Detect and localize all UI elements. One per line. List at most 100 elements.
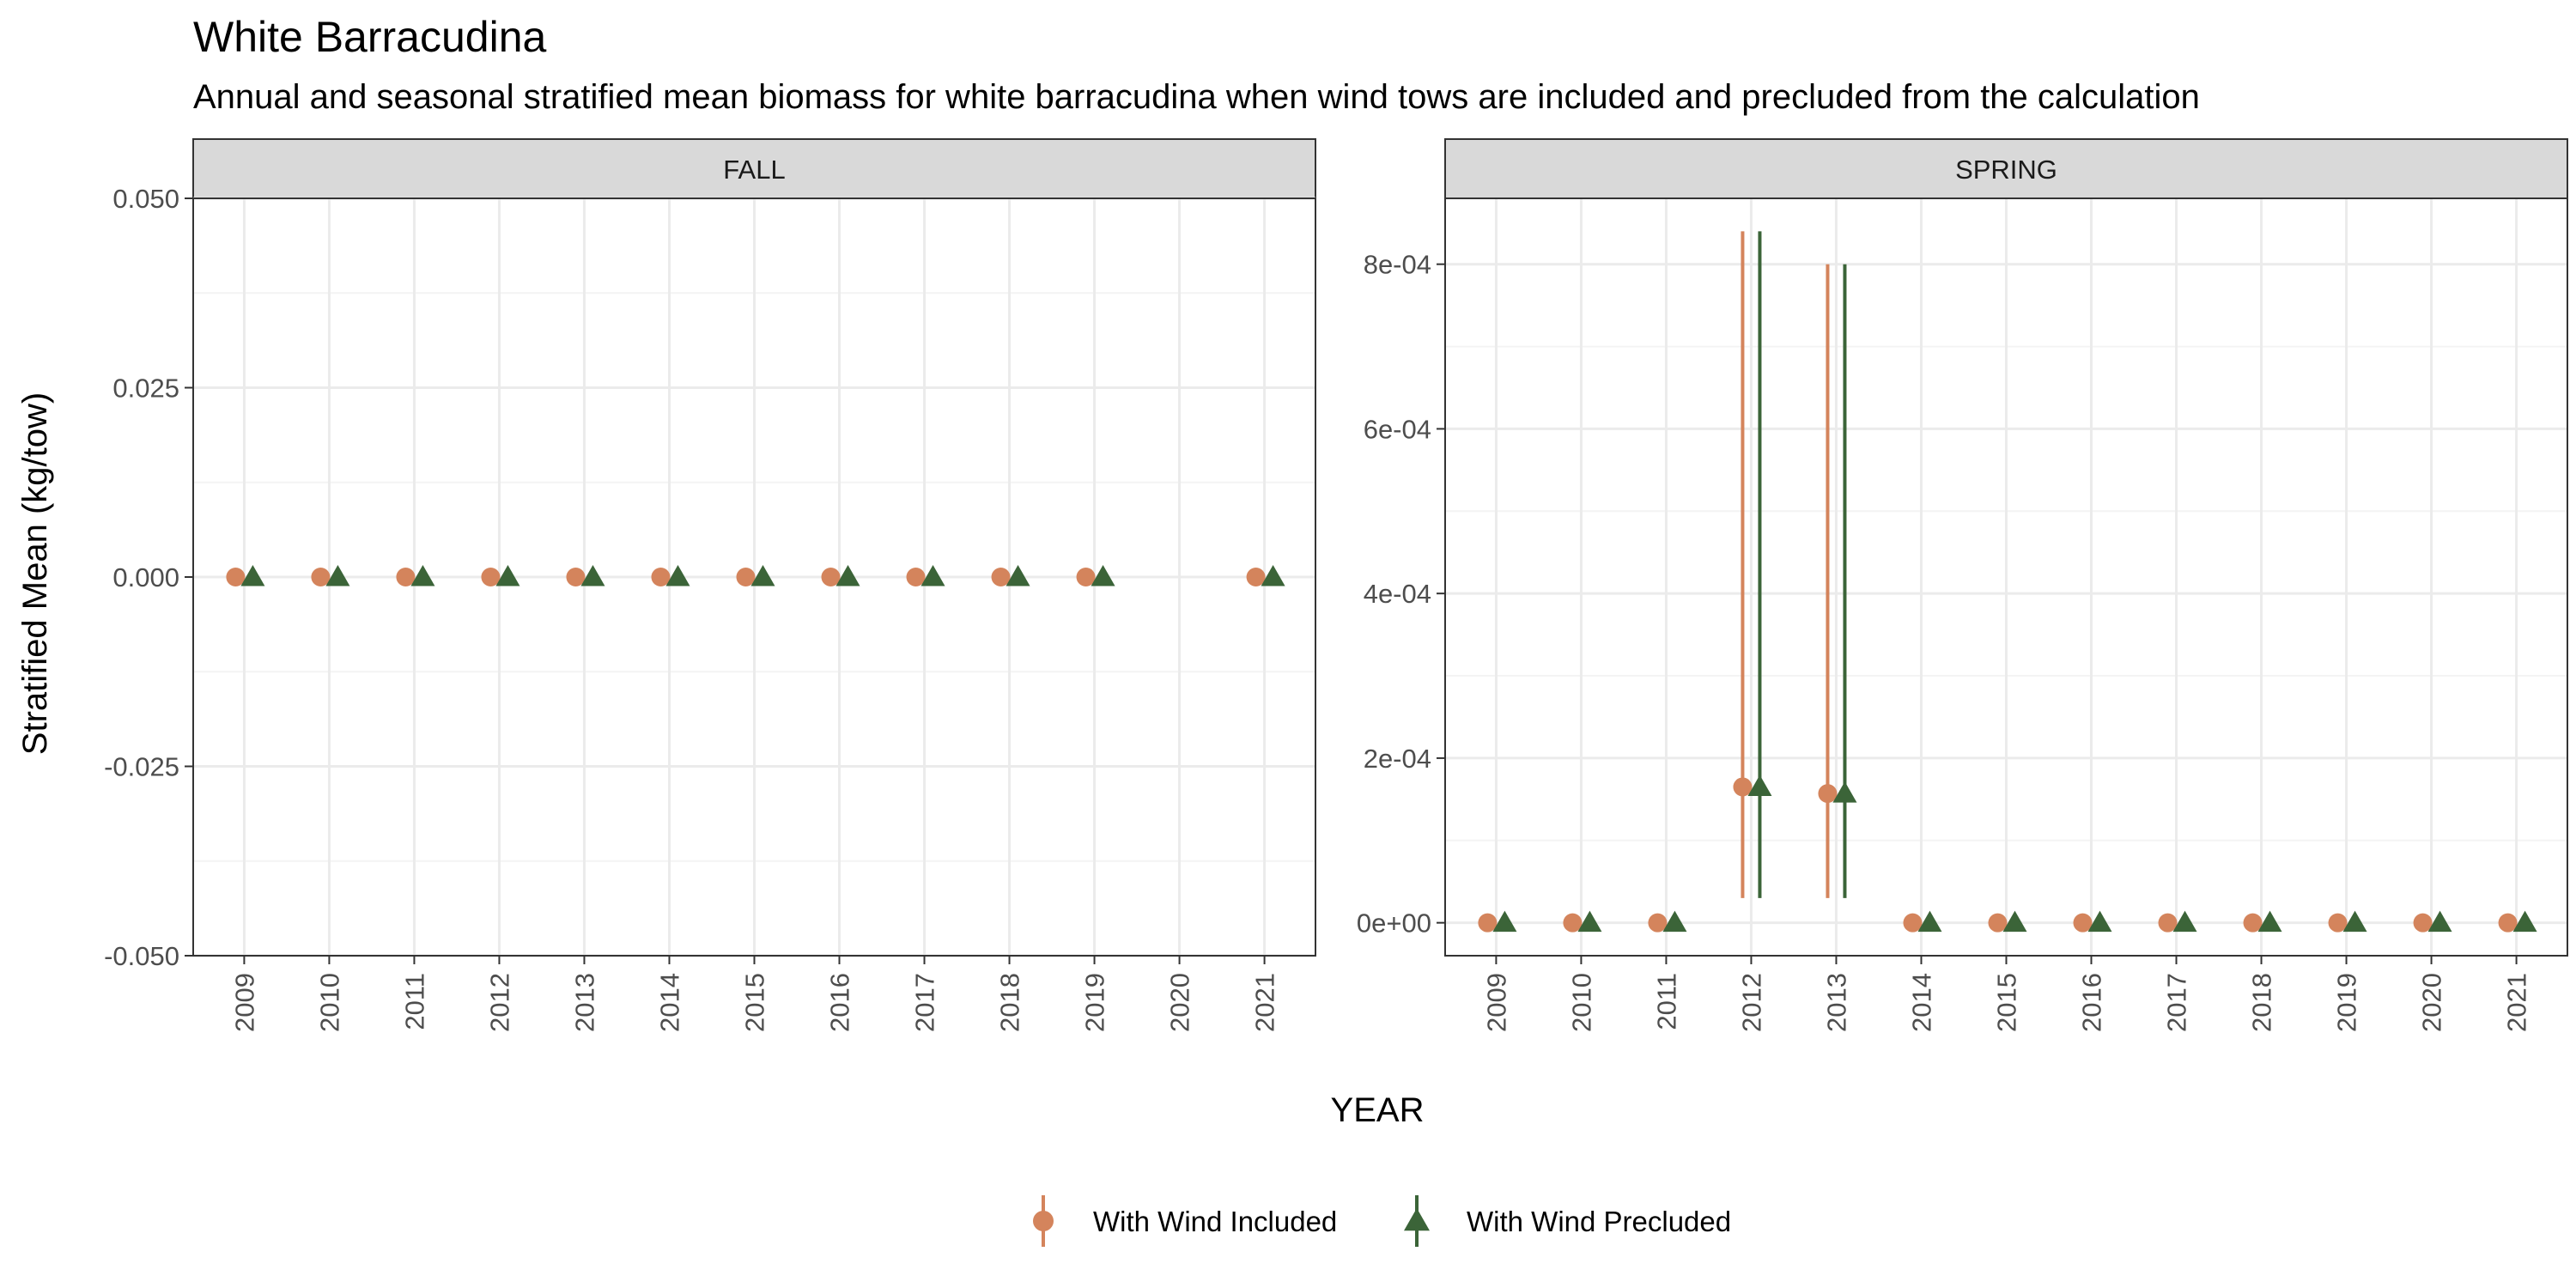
y-tick-label: 2e-04 [1364, 744, 1431, 774]
point-included [1988, 913, 2008, 933]
point-included [2073, 913, 2093, 933]
x-tick-label: 2019 [1080, 973, 1110, 1032]
point-included [2243, 913, 2263, 933]
point-precluded [240, 565, 265, 586]
x-tick-label: 2020 [2417, 973, 2447, 1032]
point-included [1563, 913, 1583, 933]
legend-label: With Wind Included [1093, 1206, 1337, 1237]
point-included [1648, 913, 1668, 933]
x-tick-label: 2021 [2502, 973, 2532, 1032]
panel-border [1444, 197, 2568, 957]
y-tick-label: 0.000 [112, 562, 179, 592]
point-precluded [1261, 565, 1285, 586]
point-included [1733, 777, 1753, 797]
y-tick-label: 4e-04 [1364, 579, 1431, 609]
point-precluded [2257, 910, 2282, 933]
facet-strip-label: SPRING [1955, 155, 2057, 185]
point-precluded [2087, 910, 2112, 933]
x-tick-label: 2013 [569, 973, 599, 1032]
point-precluded [665, 565, 690, 586]
point-included [396, 568, 416, 586]
x-tick-label: 2014 [1906, 973, 1936, 1032]
legend-item-precluded: With Wind Precluded [1404, 1195, 1731, 1247]
point-precluded [410, 565, 435, 586]
x-tick-label: 2015 [740, 973, 770, 1032]
point-precluded [495, 565, 520, 586]
point-included [1903, 913, 1923, 933]
point-included [1076, 568, 1096, 586]
point-precluded [1005, 565, 1030, 586]
x-tick-label: 2017 [2162, 973, 2192, 1032]
panel-border [192, 197, 1316, 957]
point-precluded [920, 565, 945, 586]
point-precluded [2172, 910, 2197, 933]
facet-strip [192, 138, 1316, 199]
y-axis-title: Stratified Mean (kg/tow) [16, 392, 54, 755]
facet-fall: FALL -0.050 -0.025 0.000 0.025 0.050 2009 2010 2… [104, 138, 1316, 1032]
y-tick-label: 0.050 [112, 184, 179, 214]
point-included [311, 568, 331, 586]
point-included [991, 568, 1011, 586]
x-tick-label: 2011 [1651, 973, 1681, 1030]
x-tick-label: 2013 [1821, 973, 1851, 1032]
y-tick-label: -0.025 [104, 752, 179, 782]
x-tick-label: 2009 [1481, 973, 1511, 1032]
x-tick-label: 2017 [910, 973, 940, 1032]
x-tick-label: 2014 [654, 973, 684, 1032]
x-tick-label: 2021 [1250, 973, 1280, 1032]
facet-strip-label: FALL [723, 155, 785, 185]
y-tick-label: -0.050 [104, 941, 179, 971]
x-tick-label: 2010 [1566, 973, 1596, 1032]
x-tick-label: 2019 [2332, 973, 2362, 1032]
point-included [481, 568, 501, 586]
point-precluded [580, 565, 605, 586]
legend-label: With Wind Precluded [1467, 1206, 1731, 1237]
legend-key-triangle [1404, 1208, 1430, 1231]
facet-strip [1444, 138, 2568, 199]
point-precluded [325, 565, 350, 586]
point-precluded [2342, 910, 2367, 933]
point-precluded [1747, 775, 1772, 796]
x-tick-label: 2012 [1736, 973, 1766, 1032]
y-tick-label: 6e-04 [1364, 414, 1431, 444]
legend-item-included: With Wind Included [1033, 1195, 1337, 1247]
x-tick-label: 2018 [2247, 973, 2277, 1032]
x-tick-label: 2011 [399, 973, 429, 1030]
point-precluded [2512, 910, 2537, 933]
point-precluded [1492, 910, 1517, 933]
point-included [2158, 913, 2178, 933]
x-tick-label: 2012 [484, 973, 514, 1032]
point-precluded [1662, 910, 1687, 933]
point-included [906, 568, 926, 586]
point-precluded [1091, 565, 1115, 586]
facet-panels: FALL -0.050 -0.025 0.000 0.025 0.050 2009 2010 2… [104, 138, 2568, 1032]
x-axis-title: YEAR [1331, 1091, 1425, 1129]
x-tick-label: 2016 [2077, 973, 2107, 1032]
point-precluded [1917, 910, 1942, 933]
x-tick-label: 2009 [229, 973, 259, 1032]
chart-subtitle: Annual and seasonal stratified mean biom… [193, 78, 2200, 116]
point-precluded [2002, 910, 2027, 933]
point-included [1478, 913, 1498, 933]
point-included [821, 568, 841, 586]
point-precluded [1832, 781, 1857, 803]
legend: With Wind Included With Wind Precluded [1033, 1195, 1731, 1247]
point-included [1818, 784, 1838, 804]
point-included [2498, 913, 2518, 933]
point-precluded [2427, 910, 2452, 933]
y-tick-label: 8e-04 [1364, 250, 1431, 280]
point-precluded [1577, 910, 1602, 933]
x-tick-label: 2010 [314, 973, 344, 1032]
x-tick-label: 2018 [995, 973, 1025, 1032]
chart-title: White Barracudina [193, 13, 546, 61]
point-included [566, 568, 586, 586]
point-included [1246, 568, 1266, 586]
point-precluded [750, 565, 775, 586]
legend-key-circle [1033, 1211, 1054, 1231]
y-tick-label: 0e+00 [1357, 908, 1431, 939]
x-tick-label: 2020 [1165, 973, 1195, 1032]
point-included [736, 568, 756, 586]
point-precluded [835, 565, 860, 586]
